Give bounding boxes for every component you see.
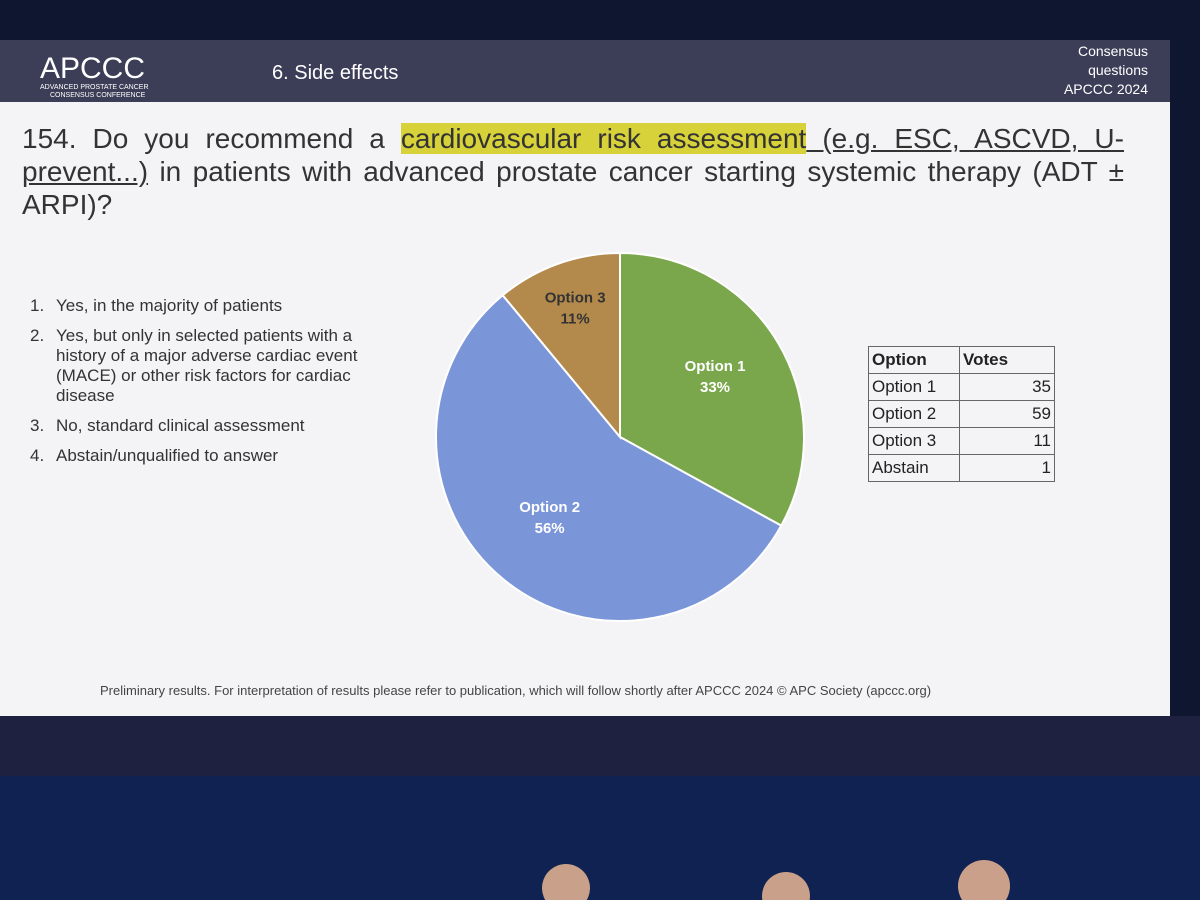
option-number: 4. bbox=[30, 446, 45, 465]
section-title: 6. Side effects bbox=[272, 62, 399, 84]
table-cell: 35 bbox=[959, 373, 1055, 401]
table-cell: Abstain bbox=[868, 454, 960, 482]
underlined-text: (e.g. ESC, ASCVD, U-prevent...) bbox=[22, 123, 1124, 187]
table-cell: 1 bbox=[959, 454, 1055, 482]
option-item: 1. Yes, in the majority of patients bbox=[30, 296, 400, 316]
slice-value-label: 11% bbox=[561, 310, 590, 327]
table-header: Option Votes bbox=[868, 346, 1055, 374]
table-cell: Option 2 bbox=[868, 400, 960, 428]
logo-sub: CONSENSUS CONFERENCE bbox=[50, 92, 146, 99]
pie-slice bbox=[501, 251, 621, 440]
table-cell: Option 3 bbox=[868, 427, 960, 455]
header-cell: Option bbox=[868, 346, 960, 374]
option-text: No, standard clinical assessment bbox=[56, 416, 305, 435]
option-item: 2. Yes, but only in selected patients wit… bbox=[30, 326, 400, 406]
logo-sub: ADVANCED PROSTATE CANCER bbox=[40, 84, 149, 91]
table-row: Option 1 35 bbox=[868, 373, 1055, 401]
slice-label: Option 3 bbox=[545, 289, 606, 306]
table-row: Abstain 1 bbox=[868, 454, 1055, 482]
slice-label: Option 2 bbox=[519, 499, 580, 516]
header-line: questions bbox=[1088, 62, 1148, 78]
option-text: Abstain/unqualified to answer bbox=[56, 446, 279, 465]
table-cell: 59 bbox=[959, 400, 1055, 428]
person bbox=[542, 864, 590, 900]
curtain bbox=[0, 776, 1200, 900]
option-item: 3. No, standard clinical assessment bbox=[30, 416, 400, 436]
screen-frame bbox=[0, 716, 1200, 776]
header-line: APCCC 2024 bbox=[1063, 81, 1148, 97]
option-text: Yes, in the majority of patients bbox=[56, 296, 283, 315]
chart: Option 1 33% Option 2 56% Option 3 11% bbox=[435, 251, 805, 622]
highlight: cardiovascular risk assessment bbox=[400, 123, 807, 154]
question-text: 154. Do you recommend a bbox=[22, 123, 401, 154]
option-number: 2. bbox=[30, 326, 45, 345]
question-text: in patients with advanced prostate cance… bbox=[22, 156, 1124, 220]
table-cell: Option 1 bbox=[868, 373, 960, 401]
table-row: Option 3 11 bbox=[868, 427, 1055, 455]
question: 154. Do you recommend a cardiovascular r… bbox=[22, 122, 1124, 221]
header-cell: Votes bbox=[959, 346, 1055, 374]
option-list: 1. Yes, in the majority of patients 2. Yes,… bbox=[30, 296, 400, 476]
option-number: 3. bbox=[30, 416, 45, 435]
person bbox=[958, 860, 1010, 900]
person bbox=[762, 872, 810, 900]
pie-slice bbox=[435, 293, 783, 622]
option-item: 4. Abstain/unqualified to answer bbox=[30, 446, 400, 466]
logo: APCCC bbox=[40, 52, 146, 85]
stage bbox=[0, 716, 1200, 900]
slice-value-label: 56% bbox=[535, 520, 565, 537]
table-cell: 11 bbox=[959, 427, 1055, 455]
header-right: Consensus questions APCCC 2024 bbox=[1064, 42, 1148, 99]
slide-header: APCCC ADVANCED PROSTATE CANCER CONSENSUS… bbox=[0, 40, 1170, 102]
pie-slice bbox=[619, 251, 805, 528]
table-row: Option 2 59 bbox=[868, 400, 1055, 428]
slice-value-label: 33% bbox=[700, 379, 730, 396]
option-number: 1. bbox=[30, 296, 45, 315]
slice-label: Option 1 bbox=[685, 358, 746, 375]
option-text: Yes, but only in selected patients with … bbox=[56, 326, 358, 405]
footer: Preliminary results. For interpretation … bbox=[100, 683, 932, 698]
header-line: Consensus bbox=[1077, 43, 1148, 59]
